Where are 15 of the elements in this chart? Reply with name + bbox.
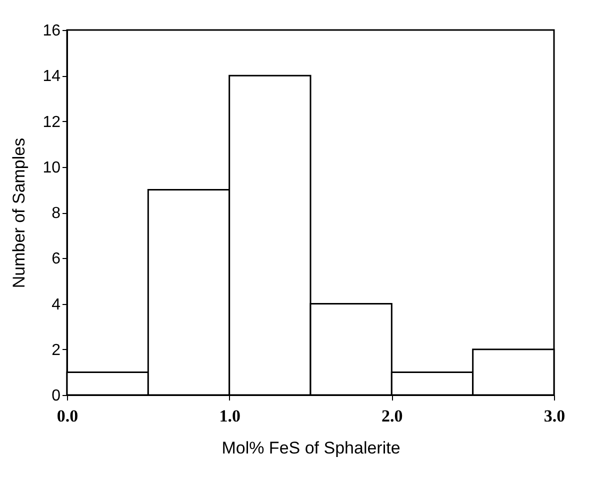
y-tick-label: 16 xyxy=(42,22,61,40)
y-axis-title: Number of Samples xyxy=(10,138,29,288)
y-tick-label: 6 xyxy=(52,250,61,268)
x-tick-label: 2.0 xyxy=(382,406,403,426)
y-tick-label: 12 xyxy=(42,114,61,131)
y-tick-label: 2 xyxy=(52,342,61,359)
y-tick-label: 8 xyxy=(52,205,61,222)
y-tick-label: 10 xyxy=(42,159,61,176)
x-axis-title: Mol% FeS of Sphalerite xyxy=(222,438,400,458)
x-tick-label: 3.0 xyxy=(544,406,566,426)
x-tick-label: 1.0 xyxy=(219,406,240,426)
x-tick-label: 0.0 xyxy=(56,406,78,426)
y-tick-label: 4 xyxy=(52,296,61,314)
y-tick-label: 0 xyxy=(52,388,61,404)
y-tick-label: 14 xyxy=(42,68,61,86)
